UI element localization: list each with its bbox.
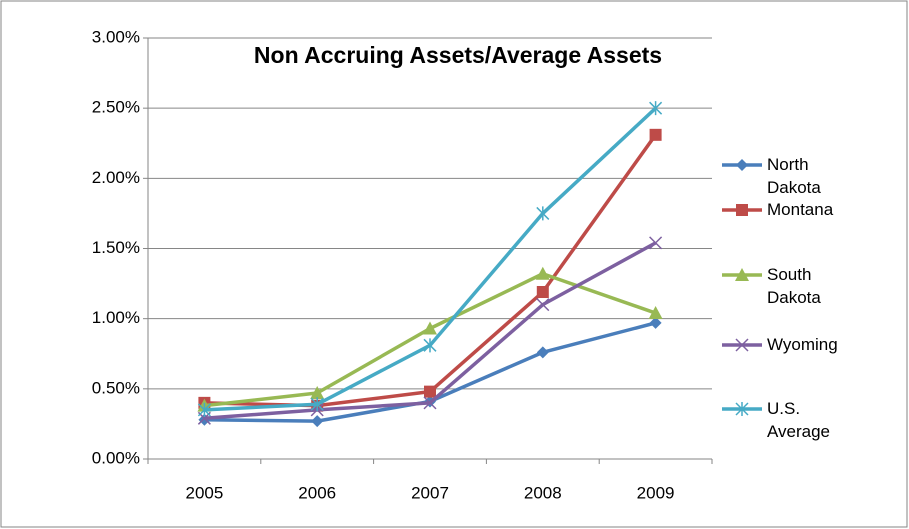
y-tick-label: 1.50%	[92, 238, 140, 257]
y-tick-label: 2.50%	[92, 98, 140, 117]
marker	[424, 385, 436, 398]
marker	[735, 268, 749, 281]
legend-label: South Dakota	[767, 265, 821, 307]
y-tick-label: 2.00%	[92, 168, 140, 187]
marker	[536, 298, 550, 312]
marker	[649, 101, 663, 116]
chart-title: Non Accruing Assets/Average Assets	[254, 42, 662, 68]
x-tick-label: 2007	[411, 483, 449, 502]
x-tick-label: 2008	[524, 483, 562, 502]
legend-label: U.S. Average	[767, 399, 831, 441]
marker	[736, 204, 748, 216]
marker	[649, 236, 663, 250]
marker	[649, 316, 662, 329]
marker	[649, 128, 662, 141]
marker	[310, 397, 324, 412]
marker	[536, 346, 549, 359]
marker	[197, 402, 211, 417]
marker	[536, 206, 550, 221]
x-tick-label: 2005	[185, 483, 223, 502]
marker	[735, 402, 749, 416]
x-tick-label: 2009	[637, 483, 675, 502]
y-tick-label: 3.00%	[92, 27, 140, 46]
marker	[423, 338, 437, 353]
marker	[423, 321, 437, 335]
legend-label: North Dakota	[767, 155, 821, 197]
y-tick-label: 0.00%	[92, 448, 140, 467]
marker	[735, 338, 749, 352]
marker	[311, 415, 324, 428]
marker	[423, 396, 437, 410]
y-tick-label: 1.00%	[92, 308, 140, 327]
legend-label: Wyoming	[767, 335, 838, 354]
legend-label: Montana	[767, 200, 834, 219]
marker	[648, 306, 663, 320]
marker	[535, 266, 550, 280]
marker	[736, 159, 748, 171]
y-tick-label: 0.50%	[92, 378, 140, 397]
marker	[310, 386, 325, 400]
x-tick-label: 2006	[298, 483, 336, 502]
marker	[536, 286, 549, 299]
